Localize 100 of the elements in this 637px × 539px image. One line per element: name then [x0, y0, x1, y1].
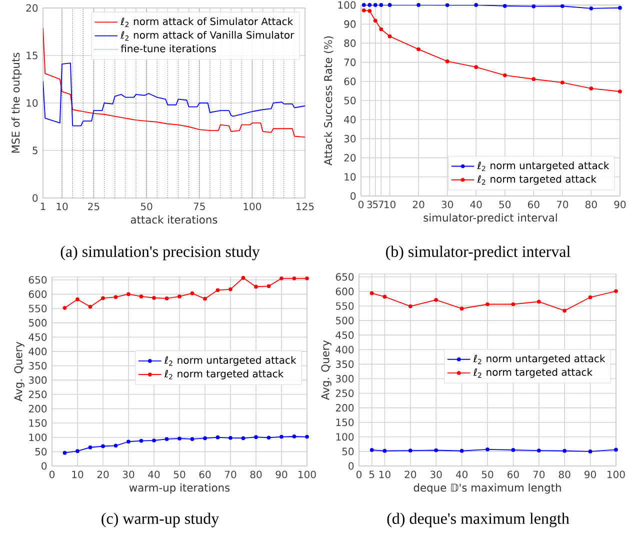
- y-tick-label: 5: [32, 146, 38, 154]
- point: [62, 306, 67, 310]
- point: [382, 294, 387, 299]
- y-tick-label: 0: [32, 194, 38, 202]
- y-tick-label: 500: [28, 319, 47, 327]
- point: [502, 4, 507, 8]
- y-tick-label: 100: [29, 434, 47, 442]
- x-tick-label: 20: [404, 470, 416, 478]
- y-tick-label: 15: [26, 52, 38, 60]
- point: [76, 449, 80, 454]
- point: [379, 3, 384, 7]
- y-axis-title: Avg. Query: [321, 340, 332, 400]
- y-tick-label: 450: [28, 333, 47, 341]
- y-tick-label: 300: [28, 376, 47, 384]
- y-tick-label: 600: [28, 290, 47, 298]
- x-tick-label: 50: [140, 202, 152, 210]
- point: [486, 302, 490, 306]
- point: [152, 296, 156, 300]
- point: [408, 304, 412, 308]
- y-tick-label: 70: [344, 58, 356, 66]
- point: [486, 447, 490, 452]
- point: [266, 284, 271, 288]
- point: [368, 8, 372, 13]
- point: [588, 295, 592, 300]
- point: [139, 438, 144, 443]
- point: [370, 448, 374, 452]
- point: [178, 436, 182, 440]
- point: [373, 18, 378, 23]
- y-tick-label: 150: [336, 418, 354, 426]
- x-tick-label: 5: [372, 200, 378, 208]
- point: [228, 436, 232, 440]
- text: (b) simulator-predict interval: [386, 246, 570, 260]
- y-tick-label: 300: [336, 374, 354, 383]
- y-tick-label: 20: [344, 154, 356, 162]
- point: [139, 294, 144, 298]
- x-tick-label: 10: [56, 202, 68, 210]
- point: [362, 3, 366, 7]
- x-tick-label: 80: [586, 200, 597, 208]
- point: [618, 90, 622, 94]
- x-axis-title: simulator-predict interval: [424, 213, 557, 224]
- x-tick-label: 40: [470, 200, 482, 208]
- point: [362, 8, 366, 12]
- point: [254, 435, 258, 439]
- point: [532, 77, 536, 82]
- point: [292, 276, 296, 280]
- point: [126, 440, 130, 444]
- x-tick-label: 20: [412, 200, 424, 208]
- y-tick-label: 550: [28, 304, 47, 312]
- x-tick-label: 70: [224, 470, 236, 478]
- point: [445, 3, 450, 8]
- x-tick-label: 125: [296, 202, 314, 210]
- point: [388, 3, 392, 7]
- point: [532, 4, 536, 8]
- point: [373, 3, 378, 7]
- point: [370, 291, 374, 296]
- legend-label: ℓ$_{2}$ norm attack of Vanilla Simulator: [120, 31, 294, 41]
- point: [280, 276, 284, 280]
- point: [382, 448, 387, 453]
- y-tick-label: 600: [336, 288, 354, 296]
- y-tick-label: 30: [344, 134, 356, 142]
- point: [589, 6, 594, 10]
- y-tick-label: 150: [29, 419, 47, 427]
- x-tick-label: 100: [298, 470, 316, 478]
- point: [305, 276, 309, 280]
- x-tick-label: 40: [148, 470, 160, 478]
- point: [562, 308, 567, 313]
- point: [266, 436, 271, 440]
- y-tick-label: 10: [344, 173, 356, 181]
- point: [502, 73, 507, 78]
- point: [434, 298, 438, 302]
- x-tick-label: 3: [367, 200, 372, 208]
- y-tick-label: 50: [344, 96, 356, 104]
- y-tick-label: 500: [336, 316, 354, 324]
- x-tick-label: 30: [430, 470, 442, 478]
- y-tick-label: 80: [344, 39, 356, 47]
- point: [388, 34, 392, 38]
- y-tick-label: 650: [336, 273, 354, 281]
- legend-label: ℓ$_{2}$ norm untargeted attack: [477, 161, 610, 172]
- y-tick-label: 50: [35, 448, 47, 456]
- point: [254, 284, 258, 289]
- point: [101, 296, 105, 300]
- y-tick-label: 40: [344, 116, 356, 124]
- x-tick-label: 80: [558, 470, 570, 478]
- point: [511, 302, 516, 306]
- point: [445, 59, 450, 64]
- x-tick-label: 10: [72, 470, 84, 478]
- x-tick-label: 70: [556, 200, 568, 208]
- x-tick-label: 30: [442, 200, 454, 208]
- y-tick-label: 0: [348, 462, 354, 470]
- point: [280, 434, 284, 439]
- x-tick-label: 5: [369, 470, 374, 478]
- text: (a) simulation's precision study: [60, 246, 260, 260]
- x-tick-label: 10: [379, 470, 390, 478]
- point: [241, 436, 246, 440]
- point: [460, 448, 464, 453]
- point: [474, 65, 478, 70]
- y-tick-label: 100: [338, 1, 356, 9]
- point: [126, 292, 130, 296]
- point: [292, 434, 296, 438]
- y-tick-label: 250: [336, 389, 354, 398]
